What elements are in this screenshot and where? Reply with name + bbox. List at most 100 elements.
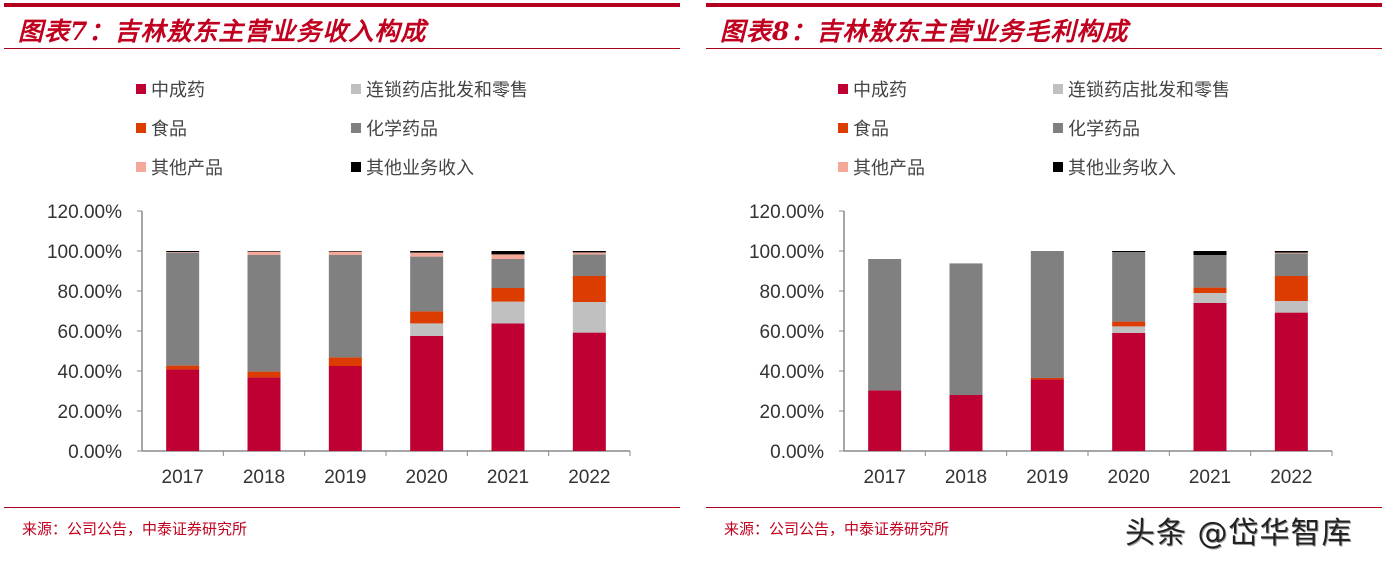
bar-segment (1112, 333, 1146, 451)
bar-segment (1112, 252, 1146, 322)
bar-segment (410, 251, 444, 253)
chart-svg: 0.00% 20.00% 40.00% 60.00% 80.00% 100.00% 120.… (47, 202, 631, 488)
x-tick-label: 2021 (1189, 467, 1231, 488)
y-tick-label: 100.00% (47, 242, 122, 263)
legend-swatch (838, 123, 848, 133)
bar-segment (328, 251, 362, 255)
bar-segment (1112, 326, 1146, 333)
title-rule (4, 48, 680, 49)
legend-label: 其他产品 (151, 158, 223, 179)
bar-segment (166, 251, 200, 252)
x-tick-label: 2019 (1026, 467, 1068, 488)
y-tick-label: 80.00% (760, 282, 825, 303)
source-note: 来源：公司公告，中泰证券研究所 (724, 520, 950, 538)
legend-label: 连锁药店批发和零售 (366, 80, 528, 101)
bar-segment (328, 251, 362, 252)
legend-label: 其他业务收入 (366, 158, 474, 179)
bar-segment (1193, 293, 1227, 303)
bar-segment (1274, 301, 1308, 313)
bar-segment (410, 336, 444, 451)
legend-label: 中成药 (151, 80, 205, 101)
bar-segment (491, 288, 525, 302)
title-rule (706, 48, 1382, 49)
legend-label: 化学药品 (1068, 119, 1140, 140)
bar-segment (1030, 379, 1064, 451)
top-rule (4, 3, 680, 7)
bar-segment (572, 251, 606, 253)
bar-segment (491, 259, 525, 288)
legend-item: 化学药品 (1053, 115, 1140, 141)
bar-segment (572, 276, 606, 302)
legend-item: 化学药品 (351, 115, 438, 141)
bar-segment (1274, 252, 1308, 254)
bar-segment (328, 366, 362, 451)
bar-segment (949, 263, 983, 395)
bar-segment (572, 332, 606, 451)
legend-swatch (136, 123, 146, 133)
y-tick-label: 100.00% (749, 242, 824, 263)
x-tick-label: 2017 (162, 467, 204, 488)
footer-rule (706, 507, 1382, 508)
x-tick-label: 2022 (568, 467, 610, 488)
bar-segment (491, 323, 525, 451)
legend-item: 其他产品 (838, 154, 925, 180)
bar-segment (949, 395, 983, 451)
legend-label: 其他产品 (853, 158, 925, 179)
legend-swatch (838, 162, 848, 172)
bar-segment (247, 377, 281, 451)
y-tick-label: 60.00% (760, 322, 825, 343)
bar-segment (247, 251, 281, 252)
bar-segment (1193, 251, 1227, 255)
x-tick-label: 2021 (487, 467, 529, 488)
legend-item: 其他产品 (136, 154, 223, 180)
bar-segment (166, 369, 200, 451)
legend-swatch (1053, 162, 1063, 172)
chart-svg: 0.00% 20.00% 40.00% 60.00% 80.00% 100.00% 120.… (749, 202, 1333, 488)
bar-segment (491, 254, 525, 259)
x-tick-label: 2020 (406, 467, 448, 488)
chart-panel-gross-profit: 图表8：吉林敖东主营业务毛利构成 中成药 连锁药店批发和零售 食品 化学药品 其他产品 其… (702, 0, 1382, 564)
bar-segment (247, 255, 281, 372)
y-tick-label: 40.00% (58, 362, 123, 383)
y-tick-label: 0.00% (68, 442, 122, 463)
bar-segment (1274, 253, 1308, 276)
bar-segment (328, 357, 362, 366)
bar-segment (410, 311, 444, 324)
legend-item: 连锁药店批发和零售 (1053, 76, 1230, 102)
y-tick-label: 80.00% (58, 282, 123, 303)
chart-title: 图表7：吉林敖东主营业务收入构成 (18, 17, 427, 46)
bar-segment (572, 252, 606, 255)
source-note: 来源：公司公告，中泰证券研究所 (22, 520, 248, 538)
bar-segment (868, 259, 902, 391)
bar-segment (328, 255, 362, 358)
bar-segment (572, 254, 606, 276)
legend-item: 连锁药店批发和零售 (351, 76, 528, 102)
watermark: 头条 @岱华智库 (1125, 516, 1353, 551)
legend-swatch (1053, 123, 1063, 133)
x-tick-label: 2018 (243, 467, 285, 488)
bar-segment (1030, 378, 1064, 380)
bar-segment (1112, 321, 1146, 327)
y-tick-label: 20.00% (760, 402, 825, 423)
bar-segment (1274, 312, 1308, 451)
bar-segment (1274, 251, 1308, 253)
x-tick-label: 2020 (1108, 467, 1150, 488)
bar-segment (1193, 303, 1227, 451)
bar-segment (572, 302, 606, 333)
x-tick-label: 2019 (324, 467, 366, 488)
bar-segment (166, 252, 200, 253)
legend-item: 其他业务收入 (351, 154, 474, 180)
x-tick-label: 2022 (1270, 467, 1312, 488)
footer-rule (4, 507, 680, 508)
legend-label: 连锁药店批发和零售 (1068, 80, 1230, 101)
legend-item: 中成药 (136, 76, 205, 102)
bar-segment (247, 371, 281, 378)
legend-swatch (838, 84, 848, 94)
legend-item: 中成药 (838, 76, 907, 102)
x-tick-label: 2017 (864, 467, 906, 488)
legend-swatch (136, 162, 146, 172)
legend-swatch (351, 84, 361, 94)
x-tick-label: 2018 (945, 467, 987, 488)
bar-segment (166, 252, 200, 366)
y-tick-label: 120.00% (749, 202, 824, 223)
